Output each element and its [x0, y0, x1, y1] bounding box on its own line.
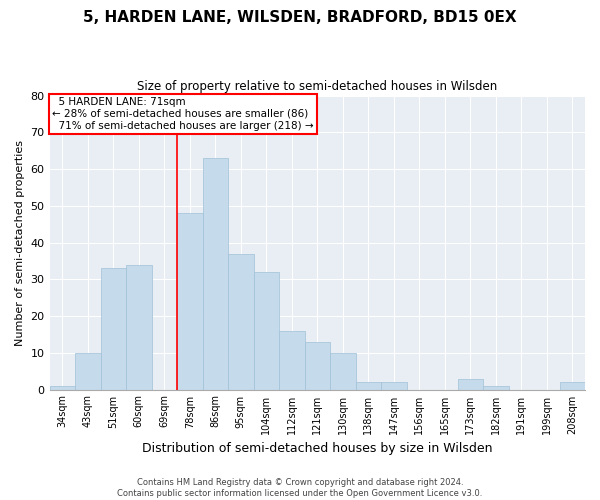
Bar [50, 386, 75, 390]
Bar [483, 386, 509, 390]
Bar [305, 342, 330, 390]
Bar [203, 158, 228, 390]
Bar [254, 272, 279, 390]
Bar [356, 382, 381, 390]
Y-axis label: Number of semi-detached properties: Number of semi-detached properties [15, 140, 25, 346]
Bar [560, 382, 585, 390]
Bar [381, 382, 407, 390]
Bar [228, 254, 254, 390]
X-axis label: Distribution of semi-detached houses by size in Wilsden: Distribution of semi-detached houses by … [142, 442, 493, 455]
Bar [126, 264, 152, 390]
Bar [458, 378, 483, 390]
Bar [330, 353, 356, 390]
Text: 5 HARDEN LANE: 71sqm
← 28% of semi-detached houses are smaller (86)
  71% of sem: 5 HARDEN LANE: 71sqm ← 28% of semi-detac… [52, 98, 314, 130]
Bar [75, 353, 101, 390]
Text: Contains HM Land Registry data © Crown copyright and database right 2024.
Contai: Contains HM Land Registry data © Crown c… [118, 478, 482, 498]
Text: 5, HARDEN LANE, WILSDEN, BRADFORD, BD15 0EX: 5, HARDEN LANE, WILSDEN, BRADFORD, BD15 … [83, 10, 517, 25]
Bar [279, 331, 305, 390]
Title: Size of property relative to semi-detached houses in Wilsden: Size of property relative to semi-detach… [137, 80, 497, 93]
Bar [177, 213, 203, 390]
Bar [101, 268, 126, 390]
